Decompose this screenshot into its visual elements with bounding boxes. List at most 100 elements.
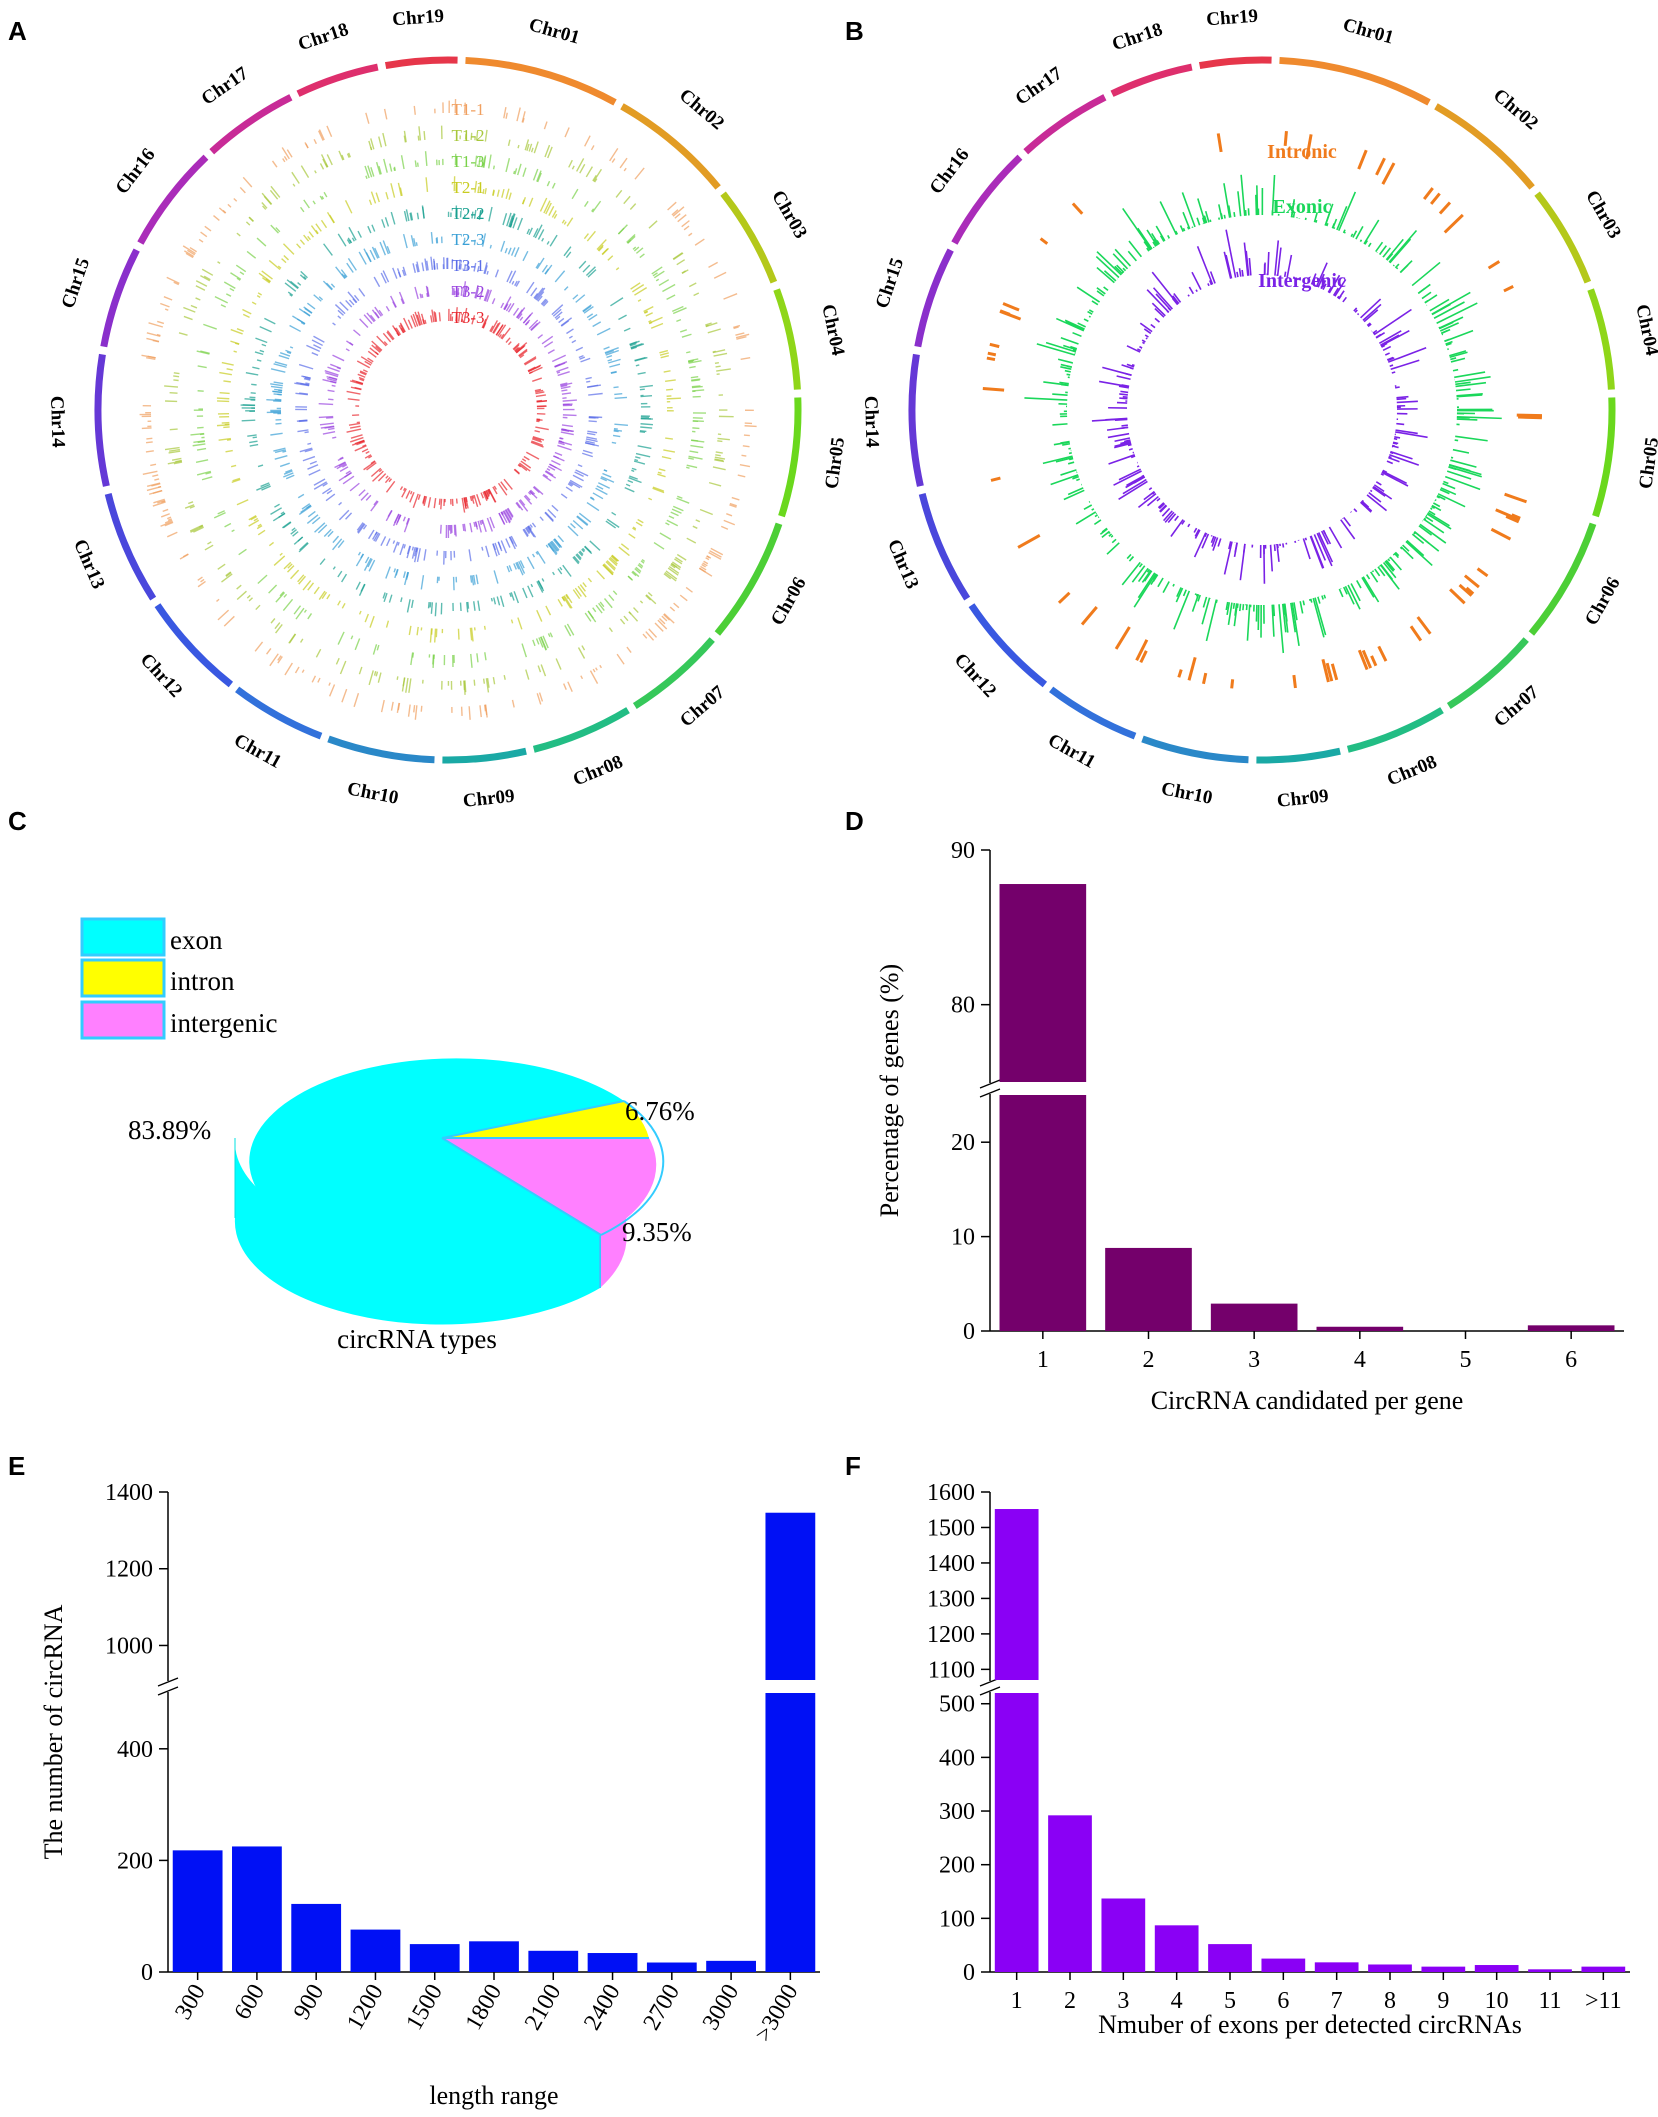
y-tick-label: 300 xyxy=(939,1799,975,1825)
chromosome-label: Chr15 xyxy=(872,255,909,311)
x-tick-label: >11 xyxy=(1585,1988,1622,2014)
axis-break-mark xyxy=(979,1686,1001,1696)
y-tick-label: 500 xyxy=(939,1692,975,1718)
chromosome-label: Chr01 xyxy=(1341,14,1396,48)
axis-break-mark xyxy=(157,1677,179,1687)
bar-1-upper xyxy=(999,884,1087,1082)
y-tick-label: 1600 xyxy=(927,1480,975,1506)
x-tick-label: 2400 xyxy=(579,1980,626,2035)
bar-8 xyxy=(1368,1964,1412,1972)
bar-300 xyxy=(172,1850,223,1972)
x-tick-label: 1800 xyxy=(461,1980,508,2035)
chromosome-label: Chr07 xyxy=(1490,681,1543,731)
bar-2700 xyxy=(646,1962,697,1972)
pie-value-intron: 6.76% xyxy=(625,1096,695,1126)
chromosome-arc-chr13 xyxy=(918,493,971,601)
chromosome-label: Chr18 xyxy=(296,19,352,55)
chromosome-arc-chr15 xyxy=(100,248,140,348)
chromosome-label: Chr06 xyxy=(1581,574,1625,629)
chromosome-label: Chr05 xyxy=(821,436,849,490)
chromosome-arc-chr08 xyxy=(532,707,630,753)
chromosome-label: Chr01 xyxy=(527,14,582,48)
bar-4 xyxy=(1154,1925,1199,1972)
chromosome-label: Chr04 xyxy=(817,303,848,358)
chromosome-label: Chr14 xyxy=(46,396,69,449)
chromosome-label: Chr14 xyxy=(860,396,883,449)
y-tick-label: 100 xyxy=(939,1906,975,1932)
x-axis-title: CircRNA candidated per gene xyxy=(1151,1386,1464,1415)
track-label: T1-1 xyxy=(451,100,484,119)
pie-slice-intron xyxy=(442,1101,649,1138)
chromosome-arc-chr13 xyxy=(104,493,157,601)
y-tick-label: 20 xyxy=(951,1130,975,1156)
chromosome-arc-chr17 xyxy=(1023,94,1107,155)
chromosome-label: Chr13 xyxy=(883,536,923,592)
x-tick-label: 2700 xyxy=(638,1980,685,2035)
track-label: T3-3 xyxy=(451,308,484,327)
chromosome-label: Chr05 xyxy=(1635,436,1658,490)
chromosome-arc-chr10 xyxy=(327,735,435,764)
y-tick-label: 200 xyxy=(939,1853,975,1879)
x-tick-label: 8 xyxy=(1384,1988,1396,2014)
x-tick-label: 5 xyxy=(1224,1988,1236,2014)
chromosome-label: Chr09 xyxy=(462,786,516,812)
bar-1800 xyxy=(469,1941,519,1972)
bar-1-lower xyxy=(999,1095,1087,1331)
y-tick-label: 90 xyxy=(951,838,975,864)
circos-panel-a: Chr01 Chr02 Chr03 Chr04 Chr05 Chr06 Chr07 Chr08… xyxy=(46,6,849,812)
track-label-intergenic: Intergenic xyxy=(1258,270,1346,292)
x-tick-label: 3 xyxy=(1248,1347,1260,1373)
chromosome-arc-chr11 xyxy=(1049,686,1137,740)
x-tick-label: 7 xyxy=(1331,1988,1343,2014)
x-tick-label: 1500 xyxy=(401,1980,448,2035)
bar-3 xyxy=(1101,1898,1146,1972)
x-tick-label: 5 xyxy=(1460,1347,1472,1373)
panel-letter-b: B xyxy=(845,16,864,46)
chromosome-arc-chr06 xyxy=(1528,522,1597,636)
x-tick-label: 1200 xyxy=(342,1980,389,2035)
chromosome-arc-chr03 xyxy=(1534,191,1592,284)
x-tick-label: 6 xyxy=(1565,1347,1577,1373)
axis-break-mark xyxy=(979,1088,1001,1098)
chromosome-arc-chr06 xyxy=(714,522,783,636)
legend-swatch-intron xyxy=(80,958,166,998)
bar-2100 xyxy=(528,1950,579,1972)
axis-break-mark xyxy=(979,1079,1001,1089)
chromosome-arc-chr01 xyxy=(465,56,617,106)
pie-panel-c: exon intron intergenic 83.89% 6.76% 9.35… xyxy=(80,917,695,1354)
chromosome-arc-chr09 xyxy=(1256,747,1341,764)
chromosome-label: Chr11 xyxy=(1044,730,1098,773)
bar->11 xyxy=(1581,1966,1626,1972)
bar-900 xyxy=(291,1903,342,1972)
chromosome-arc-chr09 xyxy=(442,747,527,764)
legend-label-intron: intron xyxy=(170,966,235,996)
bar-600 xyxy=(232,1846,282,1972)
pie-slice-intergenic xyxy=(442,1138,657,1235)
chromosome-arc-chr16 xyxy=(137,154,209,245)
x-axis-title: Nmuber of exons per detected circRNAs xyxy=(1098,2010,1522,2039)
chromosome-label: Chr17 xyxy=(198,63,253,110)
chromosome-arc-chr19 xyxy=(1198,56,1272,70)
track-label: T1-2 xyxy=(451,126,484,145)
x-tick-label: 2 xyxy=(1064,1988,1076,2014)
y-tick-label: 1400 xyxy=(105,1480,153,1506)
bar-2 xyxy=(1048,1815,1092,1972)
chromosome-label: Chr19 xyxy=(1206,6,1259,31)
y-tick-label: 0 xyxy=(963,1960,975,1986)
x-axis-title: length range xyxy=(429,2081,558,2110)
bar->3000-upper xyxy=(765,1512,816,1680)
y-tick-label: 1500 xyxy=(927,1515,975,1541)
chromosome-label: Chr13 xyxy=(69,536,109,592)
bar-7 xyxy=(1314,1962,1359,1972)
x-tick-label: 6 xyxy=(1277,1988,1289,2014)
chromosome-label: Chr10 xyxy=(345,778,400,809)
bar-1-lower xyxy=(994,1693,1039,1972)
y-axis-title: Percentage of genes (%) xyxy=(875,964,904,1217)
chromosome-label: Chr08 xyxy=(570,751,626,790)
chromosome-arc-chr17 xyxy=(209,94,293,155)
chromosome-label: Chr11 xyxy=(230,730,284,773)
y-tick-label: 1000 xyxy=(105,1633,153,1659)
legend-label-exon: exon xyxy=(170,925,223,955)
chromosome-label: Chr09 xyxy=(1276,786,1330,812)
